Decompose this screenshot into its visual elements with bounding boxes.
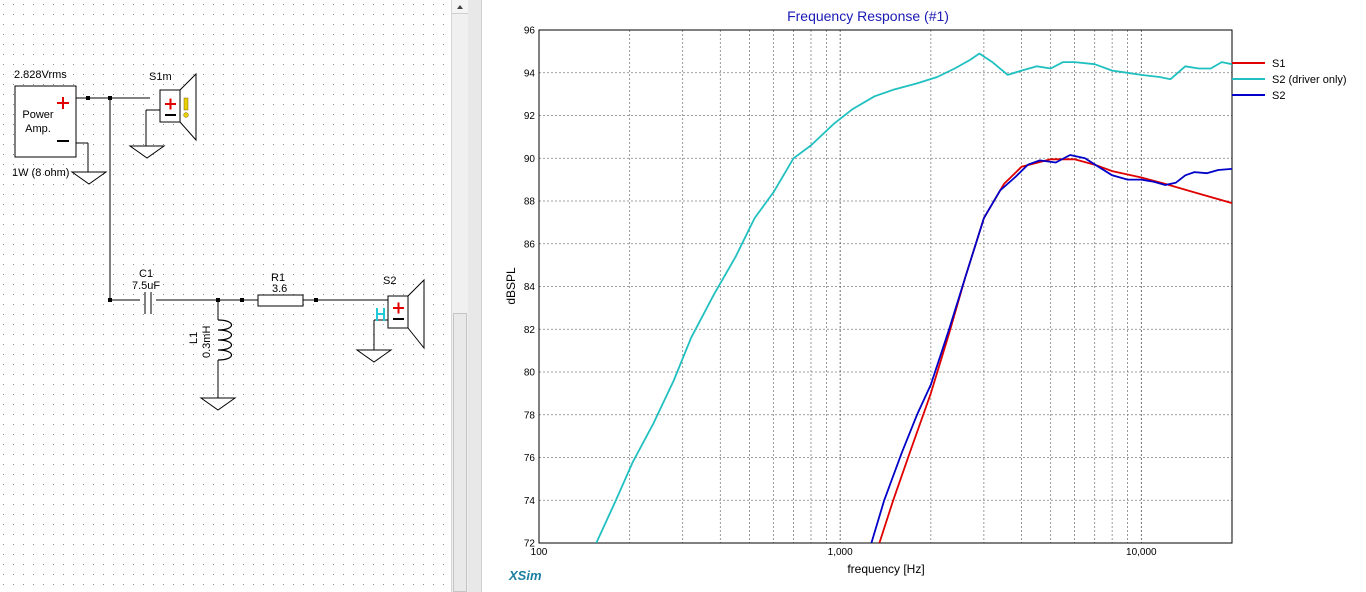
s1-plus-icon [165,98,176,110]
junction-dots [86,96,318,302]
s1-minus-icon [165,114,176,116]
x-tick-label: 1,000 [828,547,853,558]
series-line-3 [870,154,1232,543]
speaker-s2[interactable] [376,278,425,350]
x-axis-label: frequency [Hz] [847,562,924,576]
y-tick-label: 78 [524,410,536,421]
frequency-response-chart: Frequency Response (#1) 72 74 76 78 80 82 84 86… [504,8,1347,583]
x-tick-label: 100 [531,547,548,558]
series-line-2 [595,52,1232,543]
series-line-1 [878,158,1232,543]
speaker-s2-label: S2 [383,275,396,287]
resistor-r1[interactable] [257,294,304,307]
s2-plus-icon [393,302,404,314]
y-tick-label: 88 [524,197,536,208]
y-tick-label: 84 [524,282,536,293]
s1-warning-icon [183,97,189,118]
s2-polarity-icon [376,308,385,321]
scroll-up-arrow-icon [457,5,463,9]
scroll-up-button[interactable] [452,0,468,14]
y-tick-label: 76 [524,453,536,464]
source-voltage-label: 2.828Vrms [14,69,67,81]
chart-axes: 72 74 76 78 80 82 84 86 88 90 92 94 96 100 1,000 10,000 [524,26,1233,558]
pane-splitter[interactable] [468,0,482,592]
chart-series [595,52,1232,543]
app-name-label: XSim [508,568,542,583]
power-amp[interactable]: Power Amp. [14,85,77,158]
l1-value: 0.3mH [201,326,213,358]
amp-label-line2: Amp. [25,123,51,135]
speaker-s1-label: S1m [149,71,172,83]
speaker-s1[interactable] [159,72,197,142]
x-tick-label: 10,000 [1126,547,1157,558]
r1-value: 3.6 [272,283,287,295]
y-axis-label: dBSPL [504,267,518,305]
amp-label-line1: Power [22,109,54,121]
y-tick-label: 74 [524,496,536,507]
ground-symbol-amp [70,171,108,185]
y-tick-label: 90 [524,154,536,165]
ground-symbol-l1 [199,397,237,411]
scroll-thumb[interactable] [453,313,467,592]
legend-label: S2 (driver only) [1272,74,1347,86]
ground-symbol-s1 [128,145,166,159]
amp-rating-label: 1W (8 ohm) [12,167,69,179]
legend-label: S1 [1272,58,1285,70]
capacitor-c1[interactable] [140,288,156,314]
chart-grid [539,30,1232,543]
schematic-scrollbar[interactable] [451,0,468,592]
amp-plus-icon [57,97,69,109]
r1-name: R1 [271,272,285,284]
y-tick-label: 72 [524,539,536,550]
y-tick-label: 96 [524,26,536,37]
y-tick-label: 86 [524,239,536,250]
c1-value: 7.5uF [132,280,160,292]
y-tick-label: 92 [524,111,536,122]
s2-minus-icon [393,318,404,320]
schematic-canvas[interactable]: Power Amp. 2.828Vrms 1W (8 ohm) [0,0,451,592]
y-tick-label: 82 [524,325,536,336]
y-tick-label: 80 [524,368,536,379]
ground-symbol-s2 [355,349,393,363]
inductor-l1[interactable] [217,319,233,361]
c1-name: C1 [139,268,153,280]
amp-minus-icon [57,140,69,142]
chart-legend: S1 S2 (driver only) S2 [1232,58,1347,102]
y-tick-label: 94 [524,68,536,79]
legend-label: S2 [1272,90,1285,102]
chart-title: Frequency Response (#1) [787,8,949,24]
plot-frame [538,29,1233,544]
l1-name: L1 [188,332,200,344]
